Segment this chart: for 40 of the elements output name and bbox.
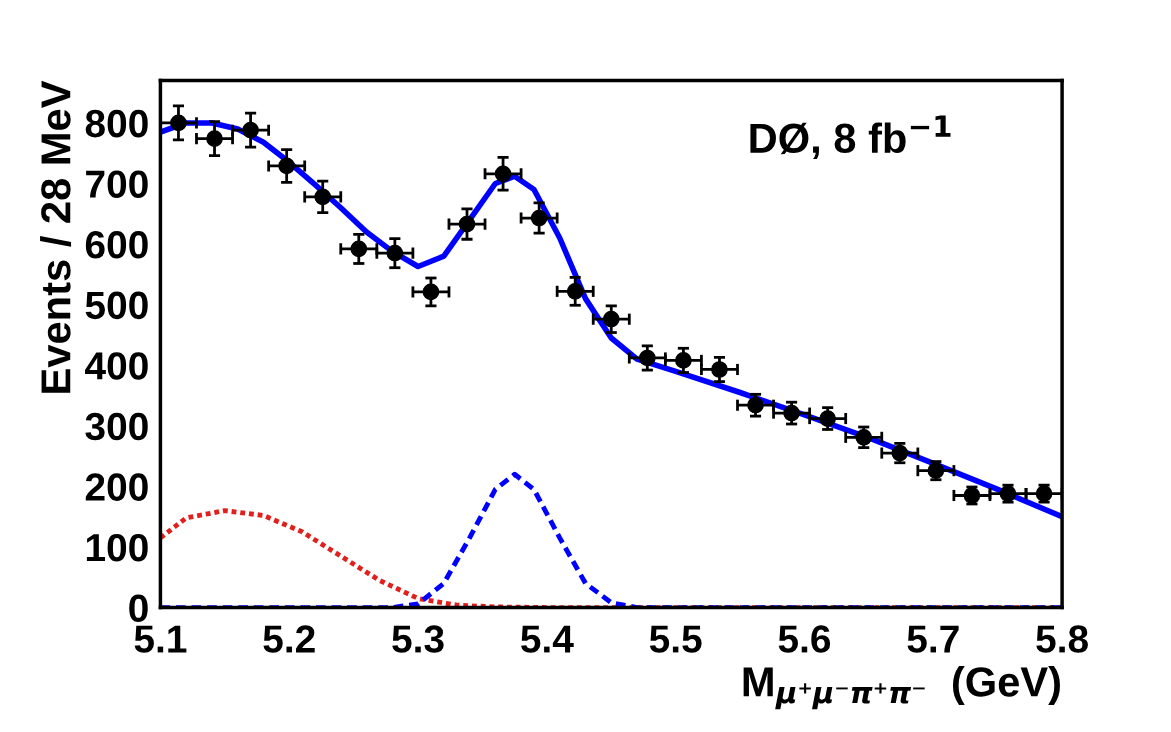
point	[638, 349, 656, 367]
point	[458, 215, 476, 233]
point	[747, 396, 764, 414]
x-tick-label: 5.7	[907, 625, 959, 653]
x-tick-label: 5.1	[134, 625, 187, 653]
point	[566, 283, 584, 300]
point	[278, 157, 295, 175]
y-tick-label: 600	[85, 231, 148, 259]
y-tick-label: 100	[86, 533, 148, 562]
x-tick-label: 5.3	[392, 625, 444, 653]
point	[494, 165, 512, 183]
point	[206, 130, 223, 148]
x-axis-title: M$_{μ⁺μ⁻π⁺π⁻}$ (GeV)	[743, 666, 1060, 710]
y-axis-title: Events / 28 MeV	[40, 80, 72, 393]
y-tick-label: 400	[85, 352, 148, 380]
y-tick-label: 500	[85, 291, 148, 320]
point	[422, 283, 440, 301]
point	[242, 121, 259, 139]
point	[783, 404, 800, 422]
point	[602, 310, 620, 328]
point	[314, 188, 332, 206]
x-tick-label: 5.2	[263, 625, 315, 653]
y-tick-label: 0	[129, 594, 148, 623]
point	[819, 410, 836, 427]
x-tick-label: 5.4	[521, 625, 574, 653]
x-tick-label: 5.8	[1036, 625, 1088, 653]
annotation: DØ, 8 fb$^{−1}$	[750, 115, 951, 160]
point	[855, 428, 873, 446]
point	[386, 244, 404, 262]
y-tick-label: 200	[85, 473, 148, 501]
point	[170, 114, 187, 132]
y-tick-label: 300	[85, 412, 148, 441]
x-tick-label: 5.5	[649, 625, 702, 653]
x-tick-label: 5.6	[778, 625, 831, 653]
y-tick-label: 800	[85, 109, 148, 138]
point	[350, 240, 368, 258]
point	[675, 352, 692, 369]
point	[530, 209, 548, 227]
point	[711, 361, 728, 378]
y-tick-label: 700	[86, 170, 148, 198]
